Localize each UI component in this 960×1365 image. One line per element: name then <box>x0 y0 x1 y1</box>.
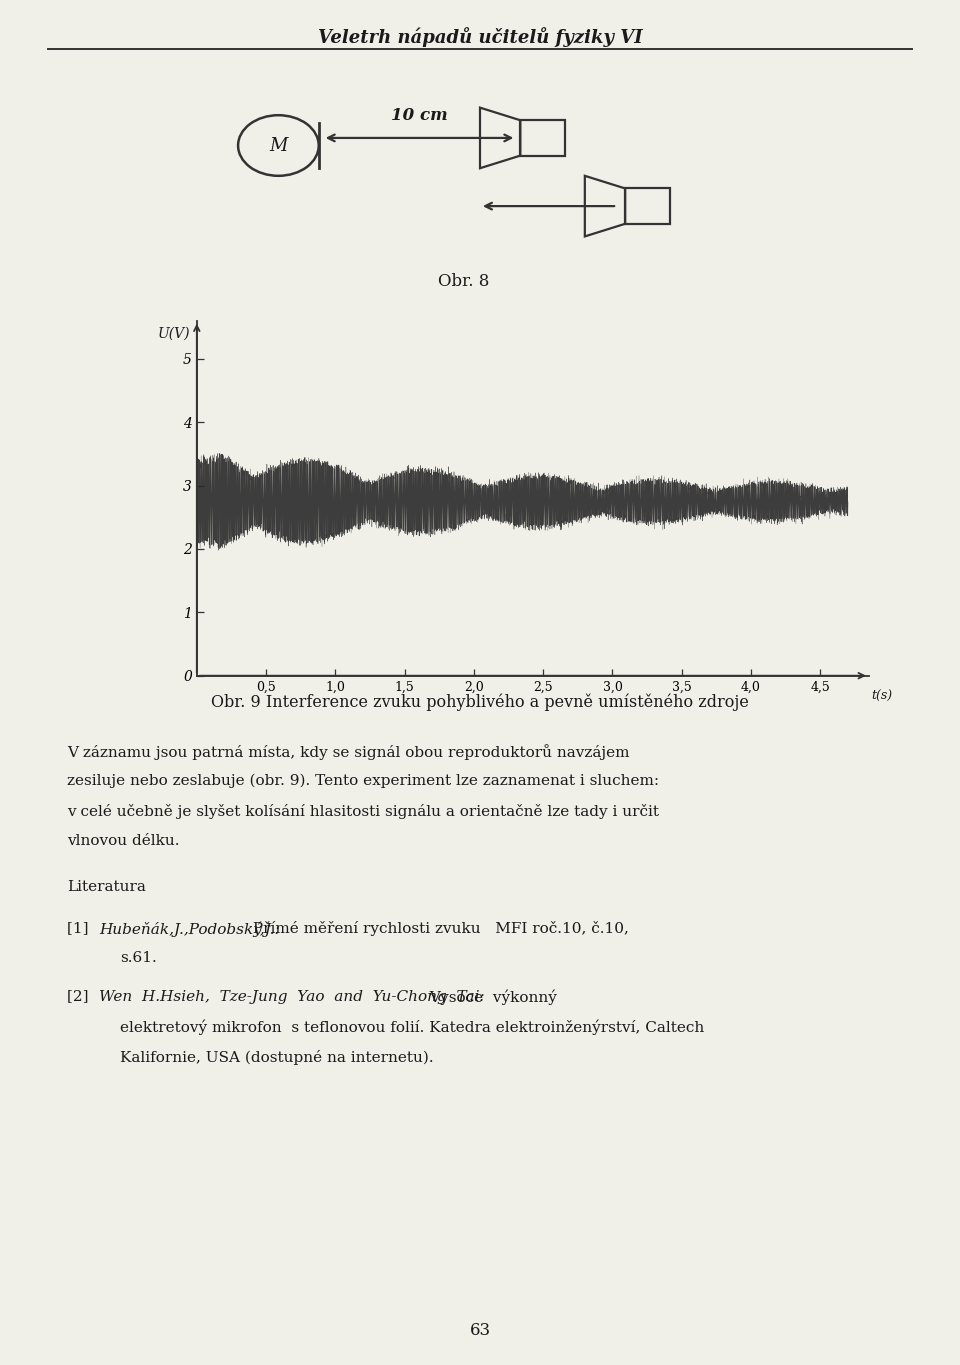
Text: Wen  H.Hsieh,  Tze-Jung  Yao  and  Yu-Chong  Tai:: Wen H.Hsieh, Tze-Jung Yao and Yu-Chong T… <box>99 990 485 1003</box>
Text: 10 cm: 10 cm <box>391 106 448 124</box>
Text: Přímé měření rychlosti zvuku   MFI roč.10, č.10,: Přímé měření rychlosti zvuku MFI roč.10,… <box>248 921 629 936</box>
Bar <box>625 188 669 224</box>
Text: Kalifornie, USA (dostupné na internetu).: Kalifornie, USA (dostupné na internetu). <box>120 1050 434 1065</box>
Text: V záznamu jsou patrná místa, kdy se signál obou reproduktorů navzájem: V záznamu jsou patrná místa, kdy se sign… <box>67 744 630 760</box>
Text: Obr. 8: Obr. 8 <box>438 273 490 291</box>
Text: U(V): U(V) <box>158 328 190 341</box>
Text: zesiluje nebo zeslabuje (obr. 9). Tento experiment lze zaznamenat i sluchem:: zesiluje nebo zeslabuje (obr. 9). Tento … <box>67 774 660 789</box>
Text: M: M <box>269 136 288 154</box>
Text: s.61.: s.61. <box>120 951 156 965</box>
Text: t(s): t(s) <box>872 689 893 703</box>
Text: Veletrh nápadů učitelů fyziky VI: Veletrh nápadů učitelů fyziky VI <box>318 27 642 46</box>
Text: vlnovou délku.: vlnovou délku. <box>67 834 180 848</box>
Text: Hubeňák,J.,Podobský,J.:: Hubeňák,J.,Podobský,J.: <box>99 921 279 936</box>
Text: [2]: [2] <box>67 990 93 1003</box>
Text: Obr. 9 Interference zvuku pohyblivého a pevně umístěného zdroje: Obr. 9 Interference zvuku pohyblivého a … <box>211 693 749 711</box>
Text: 63: 63 <box>469 1323 491 1339</box>
Text: elektretový mikrofon  s teflonovou folií. Katedra elektroinženýrství, Caltech: elektretový mikrofon s teflonovou folií.… <box>120 1020 705 1035</box>
Text: Vysoce  výkonný: Vysoce výkonný <box>420 990 558 1005</box>
Text: v celé učebně je slyšet kolísání hlasitosti signálu a orientačně lze tady i urči: v celé učebně je slyšet kolísání hlasito… <box>67 804 660 819</box>
Text: [1]: [1] <box>67 921 93 935</box>
Text: Literatura: Literatura <box>67 880 146 894</box>
Bar <box>520 120 564 156</box>
